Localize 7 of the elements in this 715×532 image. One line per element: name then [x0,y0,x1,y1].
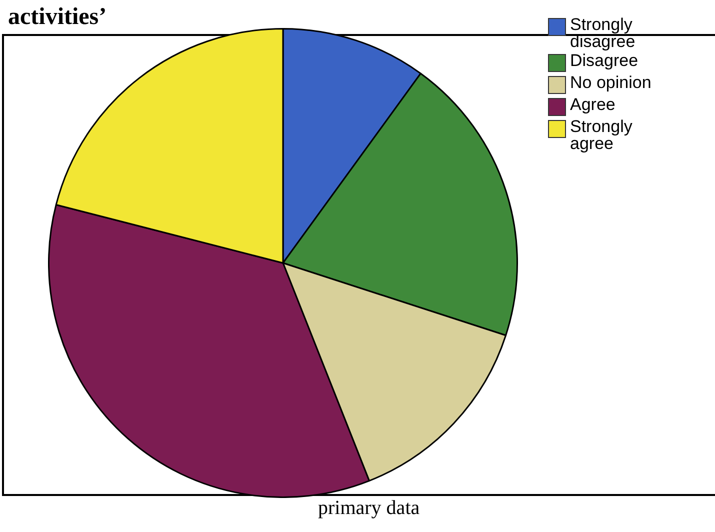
legend-label: Strongly agree [570,117,634,153]
legend-label: Agree [570,95,616,114]
legend-label: Strongly disagree [570,15,636,51]
legend-label: Disagree [570,51,640,70]
chart-title: activities’ [8,3,107,32]
text: primary data [318,496,420,520]
legend-label: No opinion [570,73,652,92]
